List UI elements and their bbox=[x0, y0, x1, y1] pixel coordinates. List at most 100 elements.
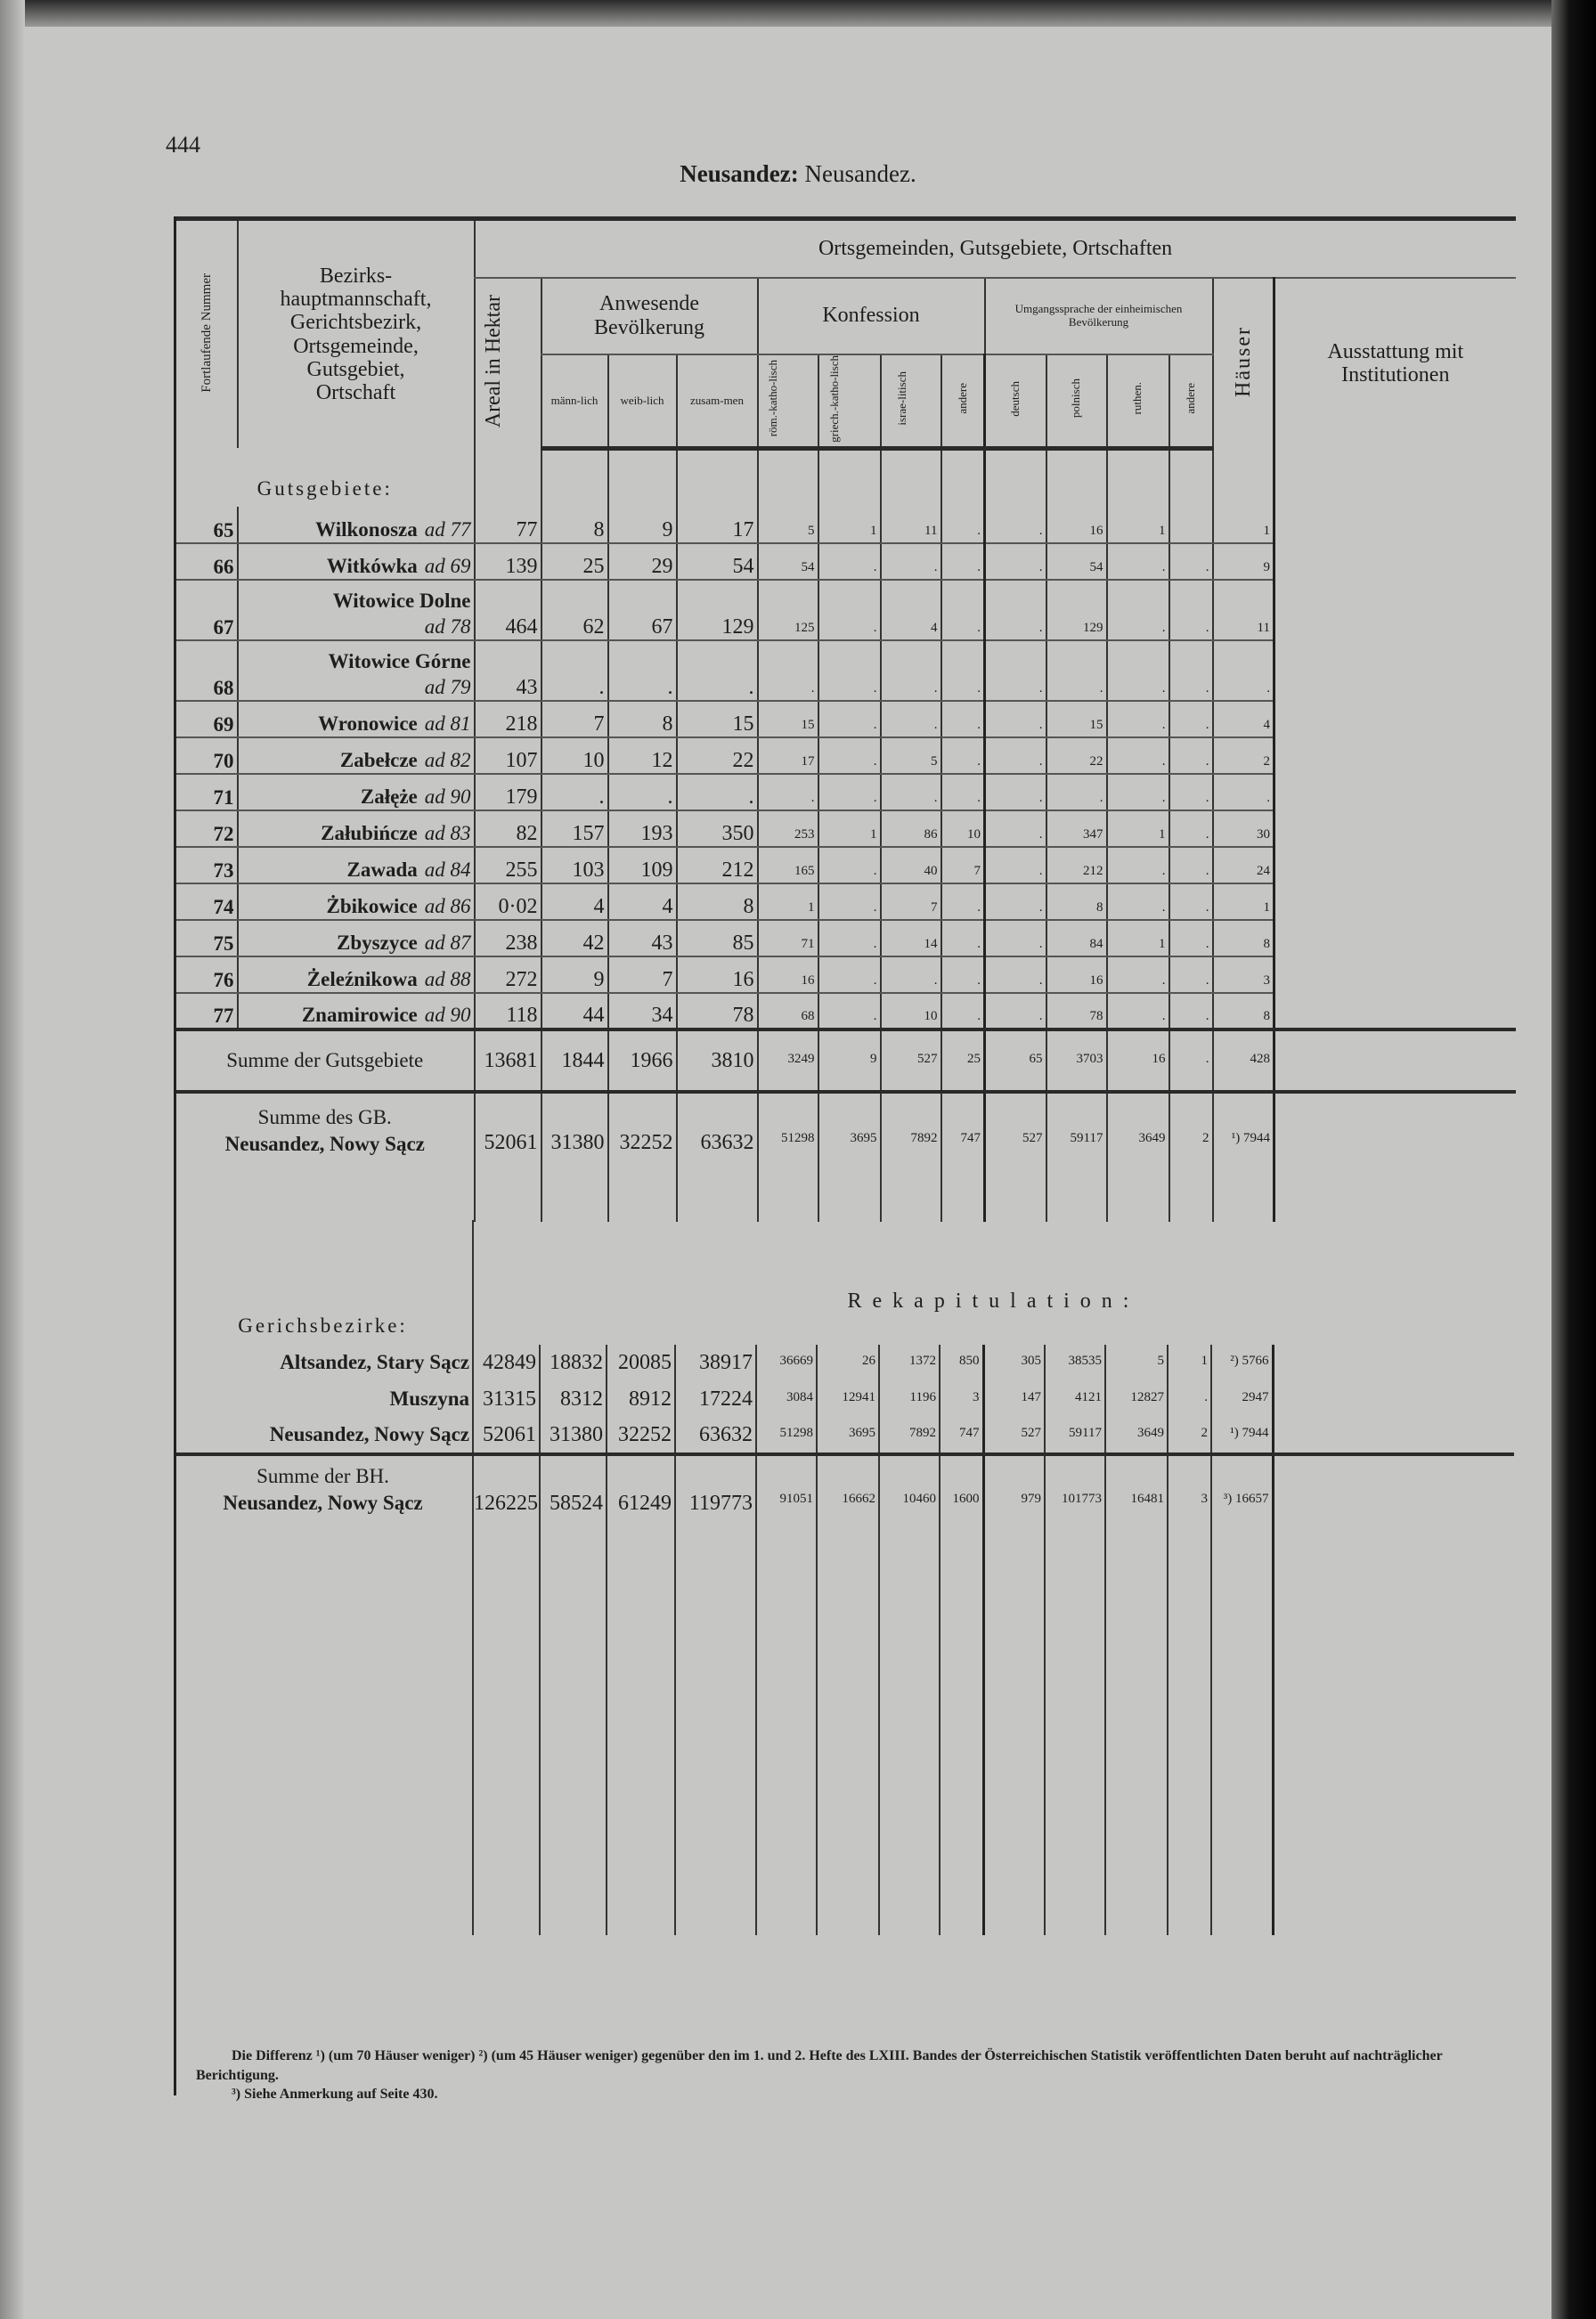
recap-row: Muszyna 31315 8312 8912 17224 3084 12941 1196 3 1… bbox=[174, 1381, 1515, 1418]
value-cell: 12827 bbox=[1104, 1381, 1168, 1418]
header-total: zusam-men bbox=[675, 354, 758, 451]
value-cell: 527 bbox=[983, 1092, 1046, 1223]
place-name-text: Zawada bbox=[346, 858, 418, 881]
value-cell: 129 bbox=[675, 580, 758, 642]
header-ruthenian: ruthen. bbox=[1105, 354, 1169, 451]
empty-cell bbox=[1044, 1552, 1105, 1935]
row-number: 71 bbox=[174, 774, 238, 812]
value-cell: 20085 bbox=[606, 1345, 675, 1381]
table-row: 67 Witowice Dolne ad 78 464 62 67 129 125. 4.. 12… bbox=[174, 580, 1516, 642]
value-cell: 8312 bbox=[539, 1381, 607, 1418]
value-cell: 218 bbox=[473, 701, 542, 739]
value-cell: 52061 bbox=[473, 1092, 542, 1223]
institutions-cell bbox=[1272, 956, 1516, 994]
header-language: Umgangssprache der einheimischen Bevölke… bbox=[983, 277, 1213, 355]
sum-label: Summe der BH. Neusandez, Nowy Sącz bbox=[174, 1454, 473, 1552]
sum-label: Summe des GB. Neusandez, Nowy Sącz bbox=[174, 1092, 475, 1223]
value-cell: . bbox=[1168, 737, 1213, 776]
value-cell: 272 bbox=[473, 956, 542, 995]
value-cell: 42849 bbox=[472, 1345, 540, 1381]
value-cell: . bbox=[756, 774, 818, 812]
institutions-cell bbox=[1272, 1029, 1516, 1093]
value-cell: 9 bbox=[607, 507, 677, 545]
header-male: männ-lich bbox=[540, 354, 608, 451]
value-cell: 86 bbox=[879, 810, 941, 849]
header-roman-catholic: röm.-katho-lisch bbox=[756, 354, 818, 451]
sum-label-line: Summe der BH. bbox=[256, 1465, 389, 1487]
place-name-text: Witowice Górne bbox=[328, 649, 471, 672]
value-cell: 71 bbox=[756, 920, 818, 958]
value-cell: 58524 bbox=[539, 1454, 607, 1552]
empty-cell bbox=[1104, 1552, 1168, 1935]
value-cell: 17 bbox=[756, 737, 818, 776]
value-cell: 10 bbox=[540, 737, 608, 776]
cross-reference: ad 79 bbox=[424, 675, 471, 698]
header-other-confession: andere bbox=[940, 354, 985, 451]
table-row: 72 Załubińcze ad 83 82 157 193 350 253 1 86 10. 347… bbox=[174, 810, 1516, 849]
value-cell: 4 bbox=[1211, 701, 1275, 739]
value-cell: 527 bbox=[981, 1418, 1045, 1454]
value-cell: 9 bbox=[540, 956, 608, 995]
value-cell: 125 bbox=[756, 580, 818, 642]
value-cell: . bbox=[1168, 956, 1213, 995]
value-cell: 5 bbox=[756, 507, 818, 545]
empty-cell bbox=[1211, 448, 1275, 508]
table-row: 71 Załęże ad 90 179............ bbox=[174, 774, 1516, 812]
value-cell: 38917 bbox=[674, 1345, 756, 1381]
value-cell: . bbox=[983, 956, 1046, 995]
value-cell: ²) 5766 bbox=[1210, 1345, 1274, 1381]
value-cell: 347 bbox=[1045, 810, 1107, 849]
institutions-cell bbox=[1272, 640, 1516, 702]
statistics-table: Fortlaufende Nummer Bezirks- hauptmannsc… bbox=[174, 216, 1516, 1223]
empty-cell bbox=[756, 448, 818, 508]
institutions-cell bbox=[1272, 507, 1516, 544]
place-name: Załubińcze ad 83 bbox=[236, 810, 475, 849]
value-cell: 68 bbox=[756, 993, 818, 1031]
value-cell: . bbox=[1168, 810, 1213, 849]
value-cell: . bbox=[1167, 1381, 1211, 1418]
value-cell: 78 bbox=[675, 993, 758, 1031]
cross-reference: ad 81 bbox=[424, 712, 471, 735]
value-cell: 157 bbox=[540, 810, 608, 849]
value-cell: 16 bbox=[1105, 1029, 1169, 1093]
place-name-text: Wronowice bbox=[318, 712, 418, 735]
value-cell: 65 bbox=[983, 1029, 1046, 1093]
empty-cell bbox=[817, 448, 881, 508]
table-row: 77 Znamirowice ad 90 118 44 34 78 68. 10.. 78.. 8 bbox=[174, 993, 1516, 1031]
district-name: Altsandez, Stary Sącz bbox=[280, 1351, 469, 1374]
recap-row: Altsandez, Stary Sącz 42849 18832 20085 3891… bbox=[174, 1345, 1515, 1381]
value-cell: . bbox=[1105, 993, 1169, 1031]
value-cell: 5 bbox=[879, 737, 941, 776]
value-cell: 1196 bbox=[878, 1381, 940, 1418]
empty-cell bbox=[816, 1552, 879, 1935]
value-cell: 30 bbox=[1211, 810, 1275, 849]
value-cell: . bbox=[1105, 883, 1169, 922]
place-name-text: Załęże bbox=[360, 785, 418, 808]
value-cell: 91051 bbox=[755, 1454, 817, 1552]
place-name: Witkówka ad 69 bbox=[236, 543, 475, 582]
scan-edge-left bbox=[0, 0, 25, 2319]
value-cell: . bbox=[1168, 580, 1213, 642]
row-number: 72 bbox=[174, 810, 238, 849]
value-cell: 63632 bbox=[674, 1418, 756, 1454]
empty-cell bbox=[1210, 1552, 1274, 1935]
value-cell: 24 bbox=[1211, 847, 1275, 885]
value-cell: 22 bbox=[675, 737, 758, 776]
table-left-border bbox=[174, 216, 176, 2095]
header-german: deutsch bbox=[983, 354, 1046, 451]
header-greek-catholic: griech.-katho-lisch bbox=[817, 354, 881, 451]
value-cell: 3810 bbox=[675, 1029, 758, 1093]
value-cell: 16 bbox=[675, 956, 758, 995]
empty-cell bbox=[879, 448, 941, 508]
value-cell: 119773 bbox=[674, 1454, 756, 1552]
value-cell: 179 bbox=[473, 774, 542, 812]
value-cell: . bbox=[983, 701, 1046, 739]
recap-title: Rekapitulation: bbox=[847, 1290, 1140, 1313]
row-number: 66 bbox=[174, 543, 238, 582]
value-cell: . bbox=[940, 737, 985, 776]
value-cell: 850 bbox=[939, 1345, 983, 1381]
sum-label-line: Neusandez, Nowy Sącz bbox=[223, 1491, 423, 1514]
district-name: Muszyna bbox=[389, 1387, 469, 1411]
value-cell: 17 bbox=[675, 507, 758, 545]
value-cell: . bbox=[1168, 883, 1213, 922]
